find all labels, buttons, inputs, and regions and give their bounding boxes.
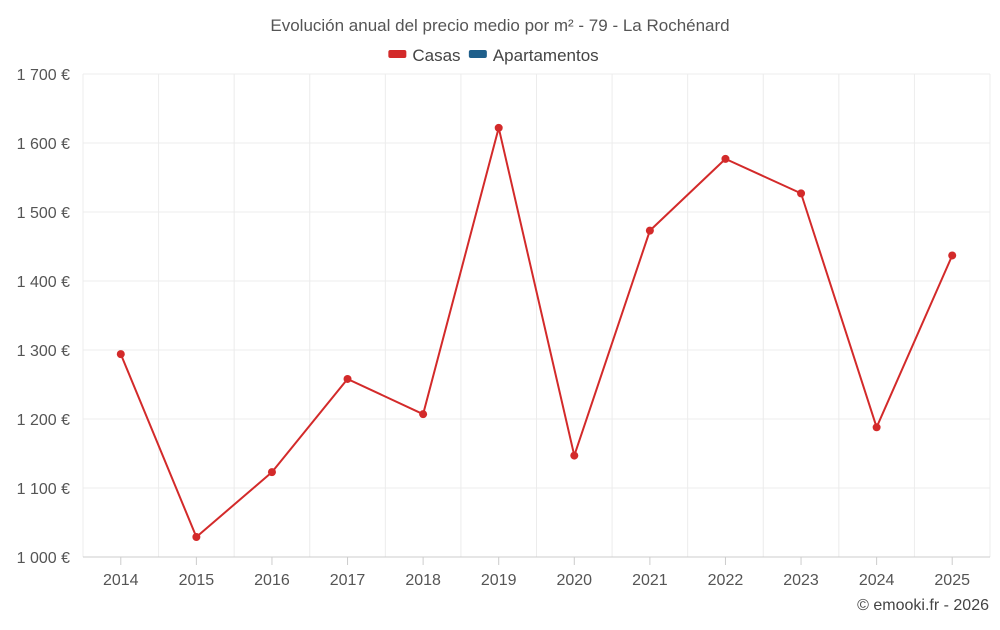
- x-tick-label: 2022: [708, 572, 744, 589]
- x-tick-label: 2015: [179, 572, 215, 589]
- grid-lines: [82, 73, 991, 558]
- data-point-2019: [494, 123, 503, 132]
- y-tick-label: 1 600 €: [17, 136, 70, 153]
- x-tick-label: 2016: [254, 572, 290, 589]
- legend: Casas Apartamentos: [388, 46, 599, 65]
- data-point-2023: [797, 189, 806, 198]
- x-tick-label: 2021: [632, 572, 668, 589]
- legend-label-apartamentos: Apartamentos: [493, 46, 599, 65]
- legend-swatch-apartamentos: [468, 50, 487, 58]
- x-tick-label: 2018: [405, 572, 441, 589]
- data-point-2020: [570, 451, 579, 460]
- credit-text: © emooki.fr - 2026: [857, 597, 989, 614]
- x-tick-label: 2020: [556, 572, 592, 589]
- data-point-2024: [872, 423, 881, 432]
- x-tick-label: 2017: [330, 572, 366, 589]
- legend-swatch-casas: [388, 50, 407, 58]
- series-line-casas: [119, 126, 954, 538]
- y-tick-label: 1 100 €: [17, 481, 70, 498]
- y-axis: 1 000 € 1 100 € 1 200 € 1 300 € 1 400 € 1 500…: [17, 67, 70, 567]
- legend-label-casas: Casas: [412, 46, 460, 65]
- y-tick-label: 1 700 €: [17, 67, 70, 84]
- data-point-2022: [721, 154, 730, 163]
- y-tick-label: 1 400 €: [17, 274, 70, 291]
- x-tick-label: 2025: [934, 572, 970, 589]
- data-point-2021: [645, 226, 654, 235]
- y-tick-label: 1 000 €: [17, 550, 70, 567]
- x-tick-label: 2024: [859, 572, 895, 589]
- series-layer: [116, 123, 957, 541]
- data-point-2015: [192, 532, 201, 541]
- y-tick-label: 1 200 €: [17, 412, 70, 429]
- data-point-2017: [343, 374, 352, 383]
- data-point-2018: [419, 410, 428, 419]
- x-tick-label: 2014: [103, 572, 139, 589]
- x-tick-label: 2019: [481, 572, 517, 589]
- data-point-2014: [116, 350, 125, 359]
- data-point-2016: [267, 468, 276, 477]
- x-axis: 2014 2015 2016 2017 2018 2019 2020 2021 2022 2023…: [83, 556, 990, 589]
- chart-title: Evolución anual del precio medio por m² …: [270, 16, 729, 35]
- y-tick-label: 1 300 €: [17, 343, 70, 360]
- y-tick-label: 1 500 €: [17, 205, 70, 222]
- x-tick-label: 2023: [783, 572, 819, 589]
- data-point-2025: [948, 251, 957, 260]
